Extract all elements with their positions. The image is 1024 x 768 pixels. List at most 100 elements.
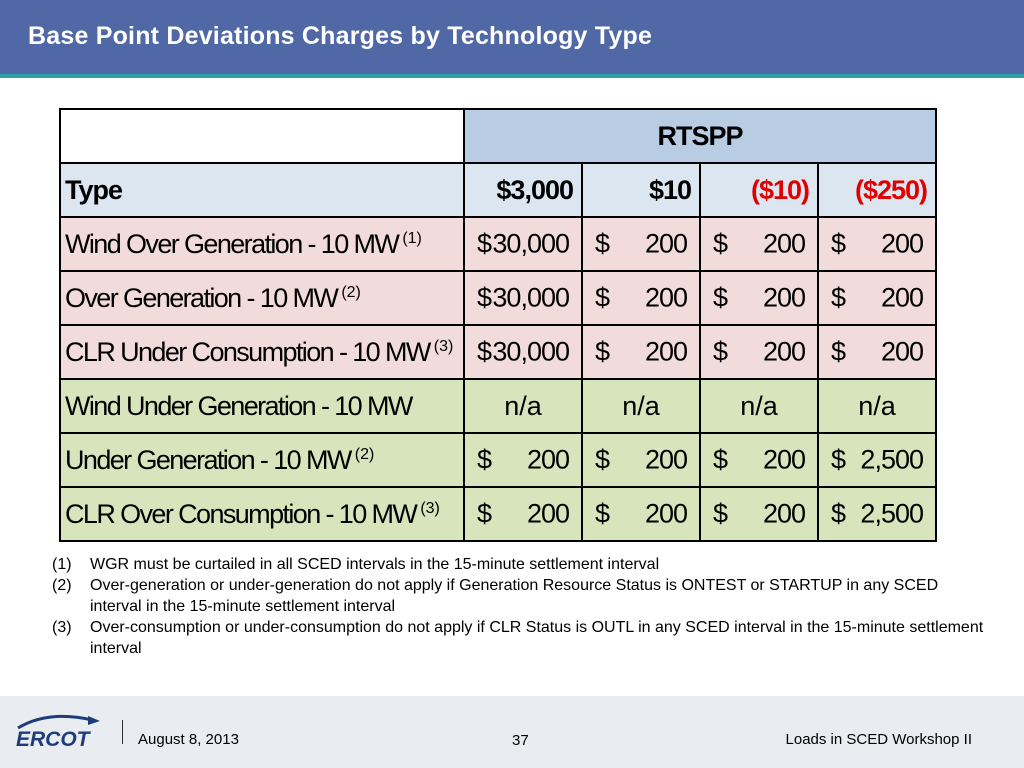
value-cell: $200 — [699, 486, 819, 542]
amount: 2,500 — [860, 498, 924, 529]
row-label: Wind Over Generation - 10 MW — [65, 228, 400, 259]
amount: 200 — [880, 228, 924, 259]
price-header-row: Type $3,000 $10 ($10) ($250) — [59, 162, 937, 218]
group-header-row: RTSPP — [59, 108, 937, 164]
amount: 200 — [880, 336, 924, 367]
amount: 200 — [762, 498, 806, 529]
currency-symbol: $ — [595, 498, 611, 529]
amount: 30,000 — [492, 282, 570, 313]
footnote-ref: (2) — [354, 445, 375, 463]
value-cell: $30,000 — [463, 324, 583, 380]
footer-event-name: Loads in SCED Workshop II — [785, 731, 972, 748]
currency-symbol: $ — [477, 336, 493, 367]
currency-symbol: $ — [477, 228, 493, 259]
table-row: Wind Under Generation - 10 MW n/a n/a n/a n/… — [59, 378, 937, 434]
row-label-cell: Over Generation - 10 MW (2) — [59, 270, 465, 326]
table-row: Under Generation - 10 MW (2) $200 $200 $200 $… — [59, 432, 937, 488]
currency-symbol: $ — [477, 282, 493, 313]
logo-text: ERCOT — [16, 728, 92, 750]
currency-symbol: $ — [831, 228, 847, 259]
row-label-cell: Wind Under Generation - 10 MW — [59, 378, 465, 434]
amount: 200 — [526, 498, 570, 529]
row-label: Under Generation - 10 MW — [65, 444, 352, 475]
row-label-cell: Wind Over Generation - 10 MW (1) — [59, 216, 465, 272]
footnote-1: (1) WGR must be curtailed in all SCED int… — [52, 554, 992, 575]
value-cell: $200 — [463, 432, 583, 488]
currency-symbol: $ — [713, 228, 729, 259]
footnotes: (1) WGR must be curtailed in all SCED int… — [52, 554, 992, 659]
table-row: CLR Under Consumption - 10 MW (3) $30,000 $… — [59, 324, 937, 380]
row-label-cell: Under Generation - 10 MW (2) — [59, 432, 465, 488]
slide-title: Base Point Deviations Charges by Technol… — [28, 22, 653, 50]
table-row: CLR Over Consumption - 10 MW (3) $200 $200 $… — [59, 486, 937, 542]
value-cell: $2,500 — [817, 432, 937, 488]
footer: ERCOT August 8, 2013 37 Loads in SCED Wo… — [0, 696, 1024, 768]
amount: 30,000 — [492, 336, 570, 367]
title-accent-line — [0, 74, 1024, 78]
na-cell: n/a — [817, 378, 937, 434]
currency-symbol: $ — [831, 336, 847, 367]
value-cell: $200 — [699, 324, 819, 380]
amount: 200 — [880, 282, 924, 313]
footnote-text: WGR must be curtailed in all SCED interv… — [90, 556, 660, 573]
currency-symbol: $ — [713, 336, 729, 367]
amount: 200 — [644, 444, 688, 475]
amount: 200 — [762, 336, 806, 367]
currency-symbol: $ — [713, 282, 729, 313]
amount: 200 — [644, 498, 688, 529]
na-cell: n/a — [463, 378, 583, 434]
value-cell: $200 — [581, 324, 701, 380]
row-label: Over Generation - 10 MW — [65, 282, 339, 313]
value-cell: $30,000 — [463, 216, 583, 272]
amount: 200 — [644, 282, 688, 313]
footnote-ref: (2) — [341, 283, 361, 301]
value-cell: $30,000 — [463, 270, 583, 326]
footer-date: August 8, 2013 — [138, 731, 239, 748]
na-cell: n/a — [581, 378, 701, 434]
currency-symbol: $ — [831, 444, 847, 475]
currency-symbol: $ — [831, 498, 847, 529]
value-cell: $200 — [581, 270, 701, 326]
row-label: CLR Over Consumption - 10 MW — [65, 498, 418, 529]
amount: 200 — [644, 228, 688, 259]
value-cell: $200 — [699, 432, 819, 488]
price-header-1: $3,000 — [463, 162, 583, 218]
ercot-logo: ERCOT — [16, 714, 100, 750]
price-header-3: ($10) — [699, 162, 819, 218]
value-cell: $200 — [581, 432, 701, 488]
currency-symbol: $ — [595, 228, 611, 259]
amount: 200 — [762, 228, 806, 259]
na-cell: n/a — [699, 378, 819, 434]
footnote-number: (2) — [52, 577, 72, 594]
row-label: Wind Under Generation - 10 MW — [65, 390, 413, 421]
title-bar: Base Point Deviations Charges by Technol… — [0, 0, 1024, 78]
currency-symbol: $ — [831, 282, 847, 313]
row-label-cell: CLR Over Consumption - 10 MW (3) — [59, 486, 465, 542]
footnote-2: (2) Over-generation or under-generation d… — [52, 575, 992, 617]
footnote-3: (3) Over-consumption or under-consumption… — [52, 617, 992, 659]
type-header: Type — [59, 162, 465, 218]
currency-symbol: $ — [713, 498, 729, 529]
value-cell: $200 — [581, 486, 701, 542]
currency-symbol: $ — [477, 498, 493, 529]
page-number: 37 — [512, 732, 529, 749]
amount: 200 — [762, 282, 806, 313]
footnote-ref: (3) — [433, 337, 454, 355]
amount: 2,500 — [860, 444, 924, 475]
rtspp-header: RTSPP — [463, 108, 937, 164]
value-cell: $2,500 — [817, 486, 937, 542]
currency-symbol: $ — [595, 444, 611, 475]
footnote-number: (3) — [52, 619, 72, 636]
value-cell: $200 — [817, 216, 937, 272]
amount: 200 — [762, 444, 806, 475]
charges-table: RTSPP Type $3,000 $10 ($10) ($250) Wind Ove… — [59, 108, 937, 542]
value-cell: $200 — [817, 324, 937, 380]
table-row: Wind Over Generation - 10 MW (1) $30,000 $2… — [59, 216, 937, 272]
table-row: Over Generation - 10 MW (2) $30,000 $200 $20… — [59, 270, 937, 326]
footnote-text: Over-generation or under-generation do n… — [90, 577, 939, 615]
row-label: CLR Under Consumption - 10 MW — [65, 336, 431, 367]
amount: 200 — [526, 444, 570, 475]
value-cell: $200 — [817, 270, 937, 326]
price-header-2: $10 — [581, 162, 701, 218]
footnote-number: (1) — [52, 556, 72, 573]
